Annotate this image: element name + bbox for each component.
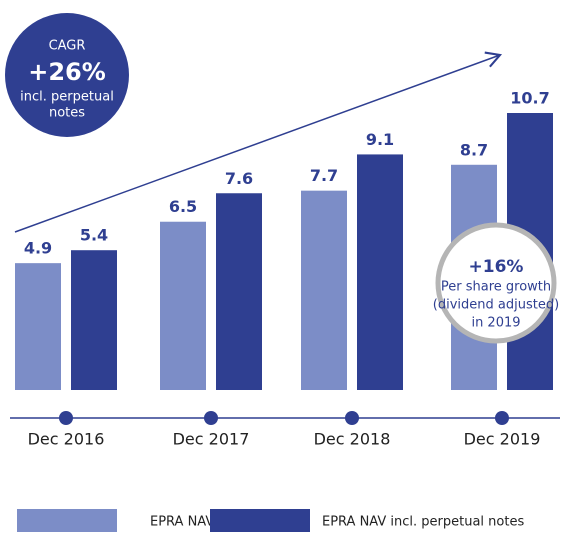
bar bbox=[216, 193, 262, 390]
timeline-dot bbox=[59, 411, 73, 425]
badge-text: +16% bbox=[469, 257, 524, 277]
x-tick-label: Dec 2017 bbox=[173, 430, 250, 449]
timeline-dot bbox=[495, 411, 509, 425]
growth-badge bbox=[435, 222, 557, 344]
data-label: 8.7 bbox=[460, 140, 488, 159]
badge-text: Per share growth bbox=[441, 280, 551, 295]
x-tick-label: Dec 2018 bbox=[314, 430, 391, 449]
cagr-badge bbox=[5, 13, 129, 137]
bar bbox=[301, 190, 347, 390]
x-tick-label: Dec 2016 bbox=[28, 430, 105, 449]
legend-label: EPRA NAV incl. perpetual notes bbox=[322, 515, 524, 530]
data-label: 7.6 bbox=[225, 169, 253, 188]
legend-swatch bbox=[210, 509, 310, 532]
x-tick-label: Dec 2019 bbox=[464, 430, 541, 449]
legend-swatch bbox=[17, 509, 117, 532]
trend-arrow bbox=[14, 51, 503, 233]
badge-text: CAGR bbox=[49, 39, 86, 54]
legend-label: EPRA NAV bbox=[150, 515, 214, 530]
data-label: 4.9 bbox=[24, 239, 52, 258]
data-label: 9.1 bbox=[366, 130, 394, 149]
bar bbox=[357, 154, 403, 390]
bar bbox=[71, 250, 117, 390]
bar bbox=[15, 263, 61, 390]
badge-text: (dividend adjusted) bbox=[433, 298, 559, 313]
data-label: 7.7 bbox=[310, 166, 338, 185]
timeline-dot bbox=[345, 411, 359, 425]
bar bbox=[160, 221, 206, 390]
badge-text: +26% bbox=[28, 58, 106, 86]
badge-text: in 2019 bbox=[471, 316, 520, 331]
badge-text: notes bbox=[49, 106, 85, 121]
data-label: 6.5 bbox=[169, 197, 197, 216]
badge-text: incl. perpetual bbox=[20, 90, 114, 105]
data-label: 5.4 bbox=[80, 226, 108, 245]
data-label: 10.7 bbox=[510, 89, 549, 108]
timeline-dot bbox=[204, 411, 218, 425]
